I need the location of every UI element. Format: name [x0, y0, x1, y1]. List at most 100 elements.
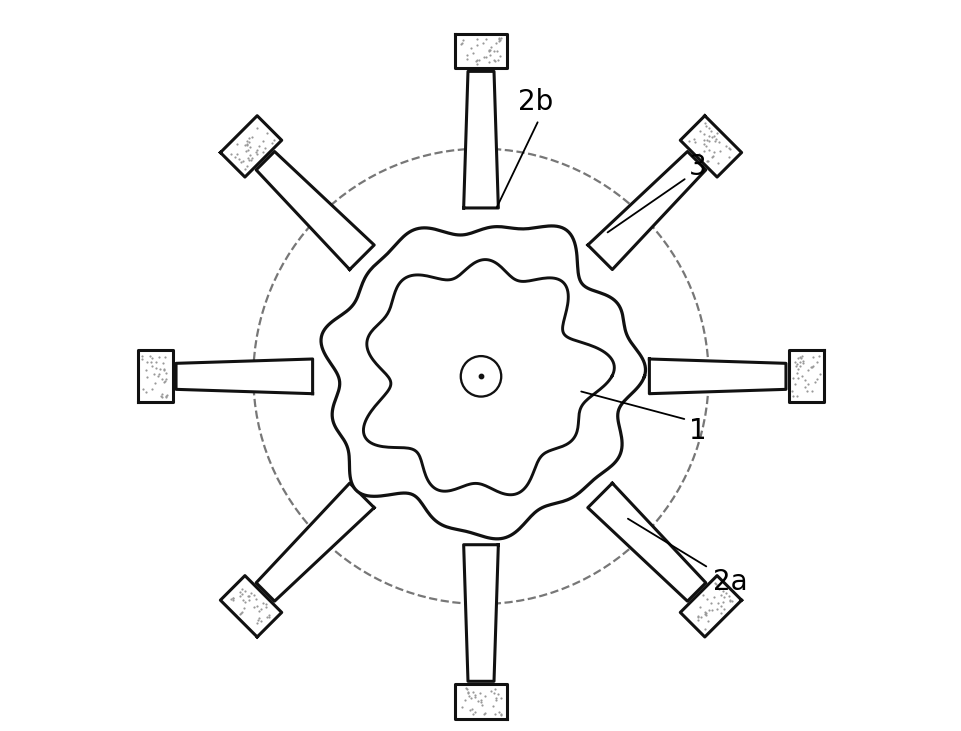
Point	[233, 590, 248, 602]
Point	[712, 589, 727, 601]
Point	[469, 58, 484, 69]
Point	[482, 685, 498, 697]
Point	[463, 692, 479, 704]
Point	[797, 374, 812, 386]
Point	[706, 577, 722, 589]
Point	[480, 56, 496, 68]
Point	[469, 695, 484, 707]
Point	[465, 47, 480, 58]
Point	[708, 127, 724, 139]
Point	[711, 145, 727, 157]
Point	[799, 385, 814, 397]
Point	[461, 704, 477, 716]
Point	[707, 133, 723, 145]
Point	[491, 35, 506, 47]
Point	[476, 51, 491, 63]
Point	[156, 376, 171, 388]
Text: 2b: 2b	[517, 88, 553, 115]
Point	[705, 146, 721, 158]
Point	[789, 363, 804, 375]
Point	[241, 594, 257, 605]
Point	[712, 600, 727, 612]
Point	[486, 54, 502, 66]
Point	[258, 601, 273, 613]
Polygon shape	[256, 151, 374, 270]
Point	[159, 389, 174, 401]
Point	[473, 371, 488, 382]
Point	[239, 152, 255, 164]
Point	[157, 363, 172, 375]
Point	[159, 374, 174, 385]
Point	[485, 45, 501, 56]
Polygon shape	[455, 684, 506, 719]
Point	[236, 602, 252, 613]
Point	[234, 583, 249, 595]
Point	[699, 134, 714, 145]
Point	[803, 360, 819, 372]
Point	[461, 690, 477, 702]
Point	[705, 131, 721, 143]
Point	[493, 32, 508, 44]
Point	[791, 356, 806, 368]
Point	[463, 42, 479, 54]
Point	[710, 157, 726, 169]
Point	[690, 614, 705, 626]
Point	[720, 143, 735, 154]
Point	[139, 356, 155, 368]
Point	[142, 350, 158, 362]
Point	[242, 150, 258, 162]
Point	[789, 372, 804, 384]
Point	[698, 140, 713, 152]
Point	[701, 144, 716, 156]
Point	[155, 373, 170, 385]
Point	[708, 604, 724, 616]
Point	[228, 151, 243, 163]
Point	[713, 607, 728, 619]
Point	[792, 351, 807, 363]
Point	[234, 594, 250, 605]
Point	[241, 590, 257, 602]
Point	[706, 135, 722, 147]
Point	[689, 610, 704, 621]
Point	[256, 135, 271, 147]
Point	[700, 155, 715, 167]
Point	[144, 360, 160, 371]
Point	[223, 593, 238, 605]
Point	[490, 54, 505, 66]
Point	[788, 367, 803, 379]
Point	[229, 148, 244, 159]
Point	[151, 370, 166, 382]
Point	[490, 688, 505, 700]
Point	[155, 389, 170, 401]
Polygon shape	[363, 260, 614, 495]
Point	[797, 381, 812, 393]
Point	[699, 594, 714, 605]
Point	[459, 686, 475, 697]
Point	[804, 360, 820, 372]
Point	[255, 597, 270, 609]
Point	[806, 376, 822, 388]
Point	[707, 578, 723, 590]
Point	[710, 583, 726, 594]
Point	[138, 371, 154, 383]
Point	[697, 623, 712, 635]
Point	[697, 606, 712, 618]
Point	[714, 596, 729, 607]
Point	[702, 125, 718, 137]
Point	[153, 363, 168, 374]
Point	[248, 145, 263, 157]
Point	[146, 368, 161, 380]
Point	[237, 140, 253, 151]
Point	[155, 357, 170, 368]
Point	[691, 148, 706, 160]
Point	[810, 350, 825, 362]
Point	[787, 360, 802, 371]
Point	[249, 148, 264, 160]
Point	[239, 139, 255, 151]
Point	[492, 34, 507, 45]
Point	[481, 49, 497, 61]
Point	[135, 353, 150, 365]
Point	[709, 597, 725, 609]
Point	[701, 131, 716, 143]
Point	[136, 384, 151, 395]
